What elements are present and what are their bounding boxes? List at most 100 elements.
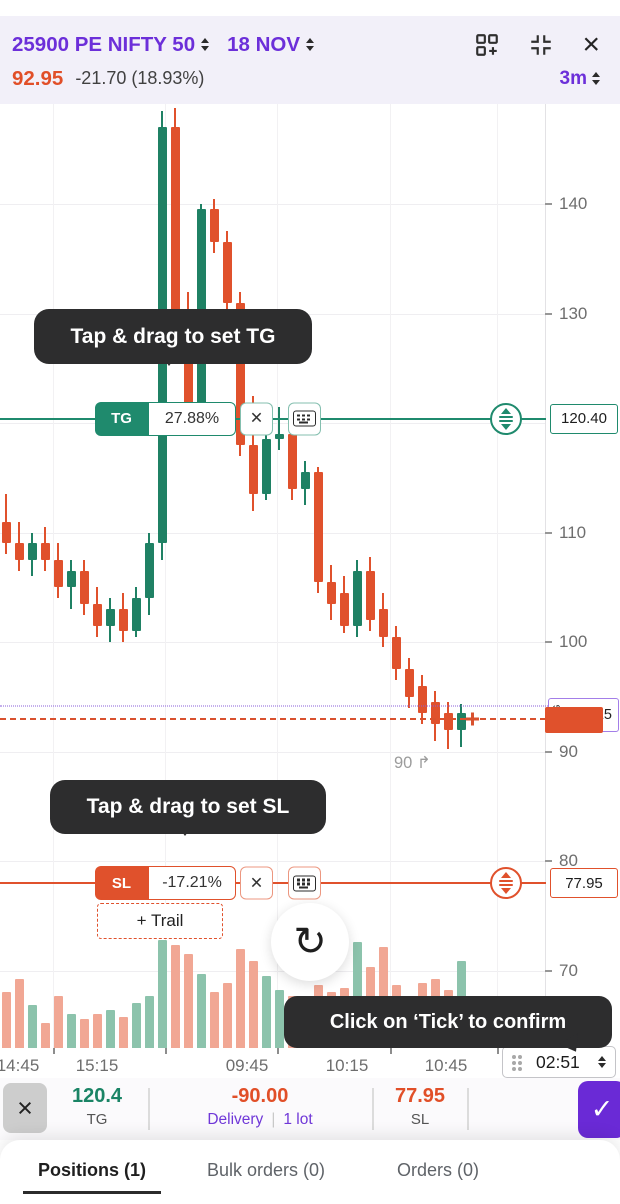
gridline xyxy=(0,861,545,862)
volume-bar xyxy=(14,978,24,1048)
tab-orders[interactable]: Orders (0) xyxy=(397,1160,480,1180)
chevron-updown-icon xyxy=(592,72,600,85)
stoploss-summary-value: 77.95 xyxy=(394,1085,446,1107)
candle-body xyxy=(261,439,271,495)
axis-label: 130 xyxy=(559,303,588,323)
expiry-selector[interactable]: 18 NOV xyxy=(227,32,315,57)
symbol-selector[interactable]: 25900 PE NIFTY 50 xyxy=(12,33,210,57)
candle-wick xyxy=(277,406,281,451)
refresh-icon: ↻ xyxy=(293,920,327,964)
candle-body xyxy=(404,669,414,697)
target-summary-value: 120.4 xyxy=(71,1085,123,1107)
candle-body xyxy=(79,570,89,604)
last-price-line xyxy=(0,718,546,721)
confirm-tooltip: Click on ‘Tick’ to confirm xyxy=(284,996,612,1048)
candle-timer[interactable]: 02:51 xyxy=(502,1046,616,1078)
gridline xyxy=(0,532,545,534)
gridline xyxy=(0,970,545,972)
candle-body xyxy=(235,302,245,445)
candle-body xyxy=(144,543,154,599)
add-widget-icon xyxy=(476,33,499,56)
time-tick xyxy=(497,1048,499,1054)
volume-bar xyxy=(66,1014,76,1048)
quantity: 1 lot xyxy=(283,1111,313,1128)
tab-positions[interactable]: Positions (1) xyxy=(22,1160,162,1194)
target-remove-button[interactable]: × xyxy=(240,402,273,436)
volume-bar xyxy=(53,996,63,1048)
volume-bar xyxy=(170,944,180,1048)
gridline xyxy=(0,204,545,205)
candle-body xyxy=(222,242,232,303)
candle-body xyxy=(1,521,11,544)
add-trail-button[interactable]: + Trail xyxy=(97,903,223,940)
keyboard-icon xyxy=(293,875,316,892)
confirm-order-button[interactable]: ✓ xyxy=(578,1081,620,1138)
stoploss-drag-handle[interactable] xyxy=(490,867,522,900)
gridline xyxy=(390,104,391,1048)
order-action-bar: × 120.4 TG -90.00 Delivery | 1 lot 77.95… xyxy=(0,1078,620,1140)
candle-body xyxy=(53,559,63,588)
volume-bar xyxy=(40,1023,50,1048)
last-price: 92.95 xyxy=(12,66,64,90)
candle-body xyxy=(391,636,401,670)
last-price-axis-label xyxy=(545,707,603,734)
target-summary: 120.4 TG xyxy=(46,1085,148,1128)
candle-body xyxy=(430,702,440,725)
time-label: 09:45 xyxy=(225,1056,269,1075)
time-label: 10:15 xyxy=(325,1056,369,1075)
product-type: Delivery xyxy=(207,1111,264,1128)
candle-body xyxy=(313,472,323,582)
time-tick xyxy=(165,1048,167,1054)
target-percent-field[interactable]: 27.88% xyxy=(148,401,236,436)
candle-body xyxy=(40,543,50,560)
candle-body xyxy=(274,433,284,440)
stoploss-percent-field[interactable]: -17.21% xyxy=(148,866,236,901)
chart-header: 25900 PE NIFTY 50 18 NOV × 92.95 -21.7 xyxy=(0,16,620,104)
collapse-icon xyxy=(531,34,552,55)
collapse-button[interactable] xyxy=(528,32,554,58)
candle-body xyxy=(443,713,453,730)
stoploss-remove-button[interactable]: × xyxy=(240,866,273,900)
target-keyboard-button[interactable] xyxy=(288,402,321,436)
candle-body xyxy=(456,713,466,730)
cancel-order-button[interactable]: × xyxy=(3,1083,47,1133)
price-change: -21.70 (18.93%) xyxy=(75,68,205,88)
stoploss-tag: SL xyxy=(95,866,148,901)
candle-body xyxy=(118,609,128,632)
tab-bulk-orders[interactable]: Bulk orders (0) xyxy=(207,1160,326,1180)
day-low-marker: 90 ↱ xyxy=(394,754,431,772)
gridline xyxy=(277,104,278,1048)
candle-body xyxy=(248,444,258,495)
axis-tick xyxy=(545,969,552,972)
expiry-label: 18 NOV xyxy=(227,32,301,56)
axis-label: 70 xyxy=(559,960,578,980)
stoploss-line[interactable] xyxy=(0,882,546,885)
drag-dots-icon xyxy=(512,1055,516,1059)
target-drag-handle[interactable] xyxy=(490,402,522,435)
volume-bar xyxy=(183,953,193,1048)
close-chart-button[interactable]: × xyxy=(582,27,600,61)
interval-selector[interactable]: 3m xyxy=(560,68,608,90)
volume-bar xyxy=(261,976,271,1048)
time-tick xyxy=(277,1048,279,1054)
candle-body xyxy=(14,543,24,560)
axis-tick xyxy=(545,750,552,753)
stoploss-keyboard-button[interactable] xyxy=(288,866,321,900)
target-line[interactable] xyxy=(0,417,546,420)
volume-bar xyxy=(274,989,284,1048)
gridline xyxy=(0,751,545,753)
candle-body xyxy=(417,685,427,714)
candle-body xyxy=(287,433,297,489)
axis-label: 100 xyxy=(559,632,588,651)
pnl-summary: -90.00 Delivery | 1 lot xyxy=(150,1085,370,1129)
volume-bar xyxy=(235,949,245,1048)
gridline xyxy=(497,104,498,1048)
candle-body xyxy=(105,609,115,626)
target-summary-label: TG xyxy=(86,1111,108,1128)
candle-body xyxy=(27,543,37,560)
avg-price-line xyxy=(0,705,548,707)
divider xyxy=(148,1088,150,1130)
add-widget-button[interactable] xyxy=(474,32,500,58)
refresh-button[interactable]: ↻ xyxy=(271,903,349,981)
time-tick xyxy=(53,1048,55,1054)
